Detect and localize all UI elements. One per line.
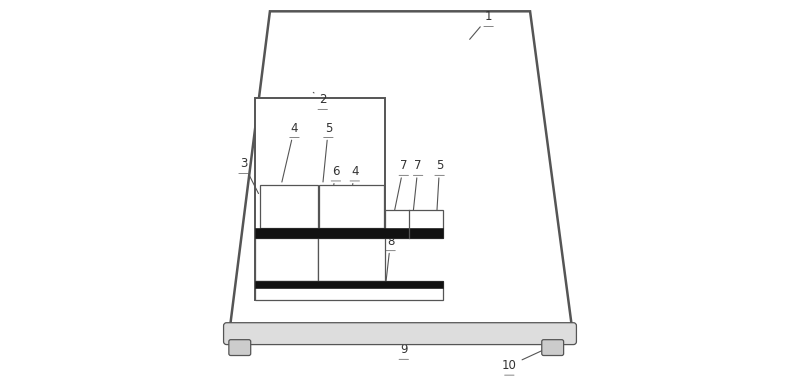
Bar	[385, 210, 443, 238]
Polygon shape	[230, 11, 571, 324]
Text: 4: 4	[348, 165, 358, 216]
Text: 5: 5	[323, 122, 332, 182]
Bar	[255, 228, 443, 238]
Bar	[255, 98, 385, 300]
Text: 9: 9	[400, 336, 407, 356]
Text: 2: 2	[314, 92, 326, 106]
Bar	[255, 281, 443, 300]
Text: 3: 3	[240, 158, 258, 193]
Bar	[260, 185, 318, 228]
Bar	[255, 281, 443, 288]
Text: 10: 10	[502, 347, 550, 372]
FancyBboxPatch shape	[229, 340, 250, 356]
Bar	[318, 238, 385, 281]
FancyBboxPatch shape	[542, 340, 564, 356]
Text: 5: 5	[436, 159, 443, 227]
Text: 8: 8	[386, 235, 394, 282]
Text: 6: 6	[329, 165, 340, 216]
Text: 7: 7	[391, 159, 407, 227]
Text: 4: 4	[282, 122, 298, 182]
Text: 7: 7	[412, 159, 422, 227]
Bar	[319, 185, 384, 228]
Text: 1: 1	[470, 11, 492, 39]
FancyBboxPatch shape	[223, 323, 577, 345]
Bar	[255, 238, 318, 281]
